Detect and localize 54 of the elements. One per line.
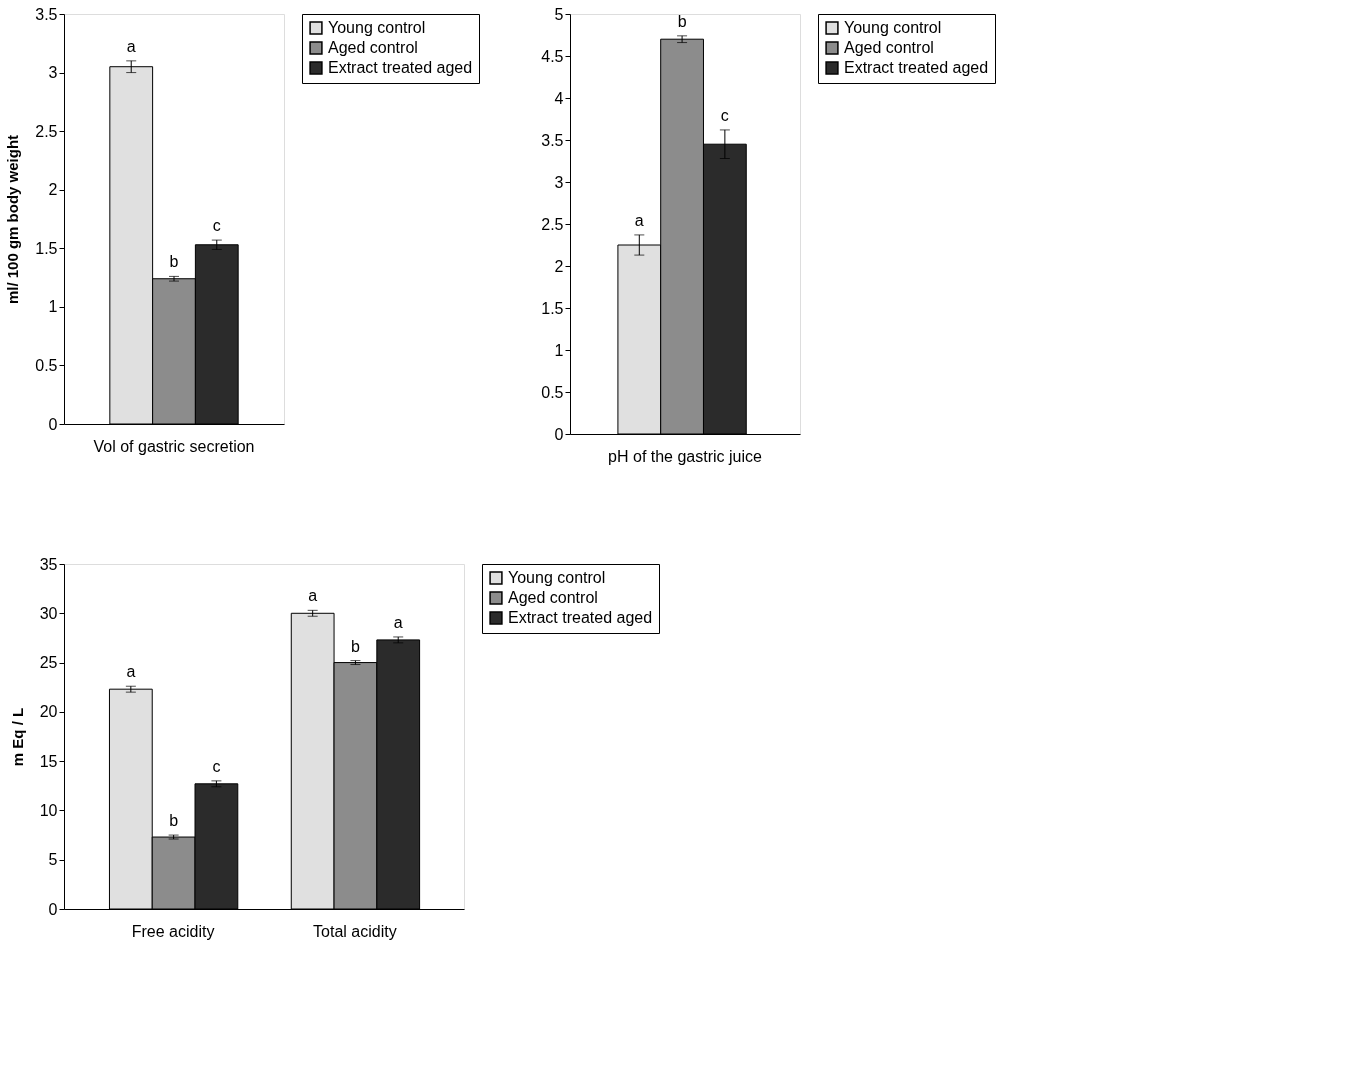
- data-label: c: [720, 106, 729, 124]
- x-tick-label: Vol of gastric secretion: [93, 437, 255, 455]
- y-tick-label: 1: [554, 341, 564, 359]
- y-tick-label: 3: [48, 64, 58, 82]
- y-tick-label: 0: [48, 415, 58, 433]
- y-tick-label: 3.5: [35, 5, 58, 23]
- y-axis-title: ml/ 100 gm body weight: [4, 134, 22, 305]
- legend-label: Extract treated aged: [844, 59, 989, 76]
- y-tick-label: 15: [39, 752, 58, 770]
- y-tick-label: 5: [48, 851, 58, 869]
- y-tick-label: 30: [39, 604, 58, 622]
- data-label: a: [126, 37, 136, 55]
- legend-label: Young control: [844, 19, 942, 36]
- legend-label: Extract treated aged: [508, 609, 653, 626]
- legend-label: Aged control: [328, 39, 418, 56]
- legend-label: Young control: [328, 19, 426, 36]
- data-label: b: [169, 812, 179, 830]
- y-tick-label: 4.5: [541, 47, 564, 65]
- y-tick-label: 4: [554, 89, 564, 107]
- legend-label: Aged control: [508, 589, 598, 606]
- data-label: b: [677, 12, 687, 30]
- data-label: a: [308, 587, 318, 605]
- x-tick-label: Total acidity: [313, 922, 397, 940]
- data-label: b: [169, 253, 179, 271]
- y-tick-label: 1.5: [541, 299, 564, 317]
- y-tick-label: 0: [48, 900, 58, 918]
- y-tick-label: 2: [554, 257, 564, 275]
- data-label: a: [393, 613, 403, 631]
- data-label: c: [212, 217, 221, 235]
- y-tick-label: 3.5: [541, 131, 564, 149]
- y-tick-label: 25: [39, 654, 58, 672]
- legend-label: Aged control: [844, 39, 934, 56]
- x-tick-label: pH of the gastric juice: [608, 447, 763, 465]
- data-label: b: [350, 637, 360, 655]
- x-tick-label: Free acidity: [131, 922, 215, 940]
- y-tick-label: 2: [48, 181, 58, 199]
- y-tick-label: 5: [554, 5, 564, 23]
- y-tick-label: 3: [554, 173, 564, 191]
- data-label: a: [126, 663, 136, 681]
- y-tick-label: 1: [48, 298, 58, 316]
- y-tick-label: 0.5: [541, 383, 564, 401]
- y-axis-title: m Eq / L: [8, 707, 26, 767]
- y-tick-label: 0: [554, 425, 564, 443]
- y-tick-label: 20: [39, 703, 58, 721]
- y-tick-label: 0.5: [35, 356, 58, 374]
- y-tick-label: 2.5: [35, 122, 58, 140]
- y-tick-label: 10: [39, 801, 58, 819]
- legend-label: Young control: [508, 569, 606, 586]
- data-label: c: [212, 757, 221, 775]
- y-tick-label: 1.5: [35, 239, 58, 257]
- y-tick-label: 35: [39, 555, 58, 573]
- y-tick-label: 2.5: [541, 215, 564, 233]
- data-label: a: [634, 211, 644, 229]
- legend-label: Extract treated aged: [328, 59, 473, 76]
